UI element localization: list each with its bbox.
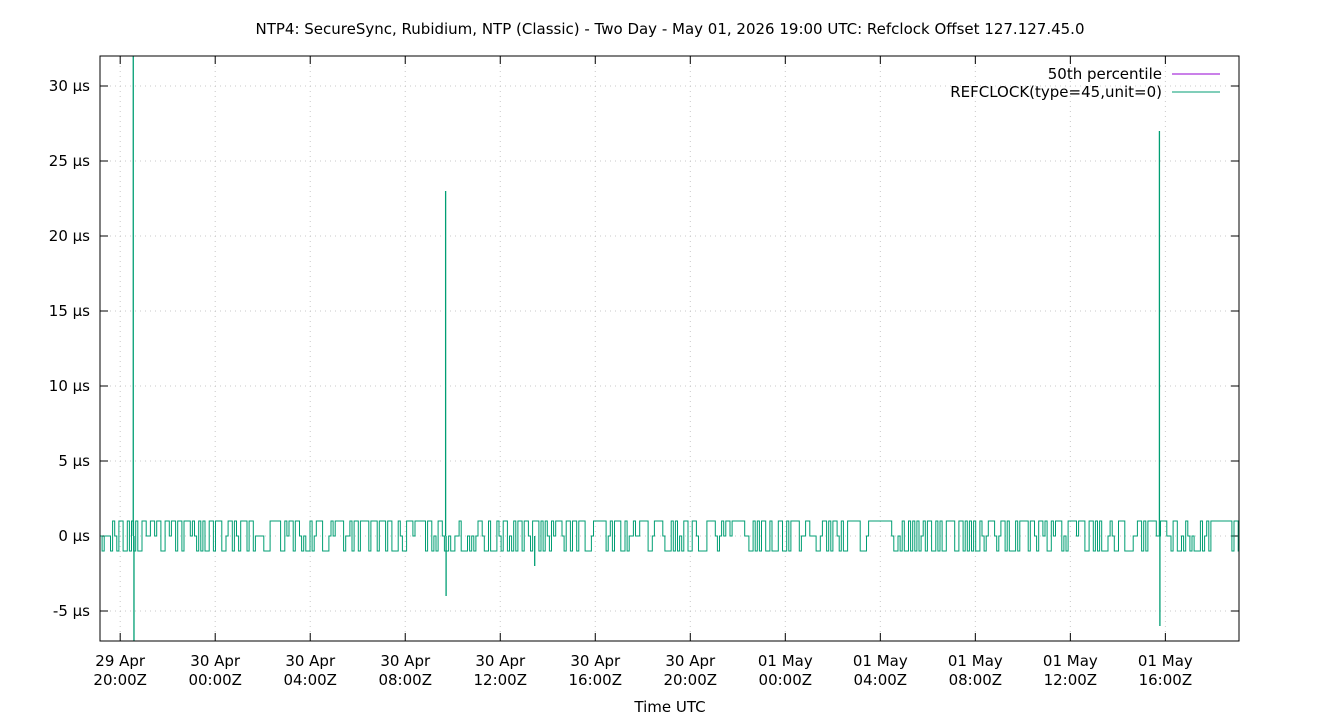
y-tick-label: 0 µs bbox=[58, 527, 90, 545]
legend: 50th percentile REFCLOCK(type=45,unit=0) bbox=[950, 65, 1220, 101]
x-tick-label-date: 30 Apr bbox=[570, 652, 621, 670]
x-tick-label-time: 16:00Z bbox=[569, 671, 623, 689]
plot-border bbox=[99, 55, 1240, 642]
x-tick-label-date: 30 Apr bbox=[190, 652, 241, 670]
x-axis-label: Time UTC bbox=[633, 698, 705, 716]
x-tick-label-time: 04:00Z bbox=[283, 671, 337, 689]
x-tick-label-date: 30 Apr bbox=[475, 652, 526, 670]
legend-label-refclock: REFCLOCK(type=45,unit=0) bbox=[950, 83, 1162, 101]
y-tick-label: 10 µs bbox=[49, 377, 90, 395]
x-tick-label-time: 16:00Z bbox=[1139, 671, 1193, 689]
x-tick-label-date: 01 May bbox=[948, 652, 1003, 670]
y-tick-label: 20 µs bbox=[49, 227, 90, 245]
x-tick-label-date: 01 May bbox=[853, 652, 908, 670]
y-tick-label: 25 µs bbox=[49, 152, 90, 170]
x-tick-label-time: 00:00Z bbox=[188, 671, 242, 689]
x-tick-label-time: 04:00Z bbox=[854, 671, 908, 689]
grid-lines bbox=[100, 56, 1239, 641]
x-tick-label-time: 08:00Z bbox=[378, 671, 432, 689]
x-tick-label-time: 20:00Z bbox=[93, 671, 147, 689]
plot-series bbox=[100, 56, 1239, 641]
x-tick-label-date: 29 Apr bbox=[95, 652, 146, 670]
y-tick-label: 5 µs bbox=[58, 452, 90, 470]
x-tick-label-time: 12:00Z bbox=[473, 671, 527, 689]
x-tick-label-date: 01 May bbox=[1138, 652, 1193, 670]
x-tick-label-time: 00:00Z bbox=[759, 671, 813, 689]
x-tick-label-date: 01 May bbox=[1043, 652, 1098, 670]
x-tick-label-time: 20:00Z bbox=[664, 671, 718, 689]
x-tick-label-date: 01 May bbox=[758, 652, 813, 670]
x-tick-label-time: 12:00Z bbox=[1044, 671, 1098, 689]
y-tick-label: 30 µs bbox=[49, 77, 90, 95]
x-tick-label-date: 30 Apr bbox=[285, 652, 336, 670]
chart-title: NTP4: SecureSync, Rubidium, NTP (Classic… bbox=[255, 20, 1084, 38]
y-tick-label: -5 µs bbox=[53, 602, 90, 620]
x-tick-label-date: 30 Apr bbox=[665, 652, 716, 670]
y-tick-label: 15 µs bbox=[49, 302, 90, 320]
series-refclock-noise bbox=[100, 520, 1239, 552]
y-axis-ticks: 30 µs 25 µs 20 µs 15 µs 10 µs 5 µs 0 µs -5 µs bbox=[49, 77, 1239, 620]
x-tick-label-time: 08:00Z bbox=[949, 671, 1003, 689]
legend-label-50th-percentile: 50th percentile bbox=[1048, 65, 1162, 83]
x-tick-label-date: 30 Apr bbox=[380, 652, 431, 670]
